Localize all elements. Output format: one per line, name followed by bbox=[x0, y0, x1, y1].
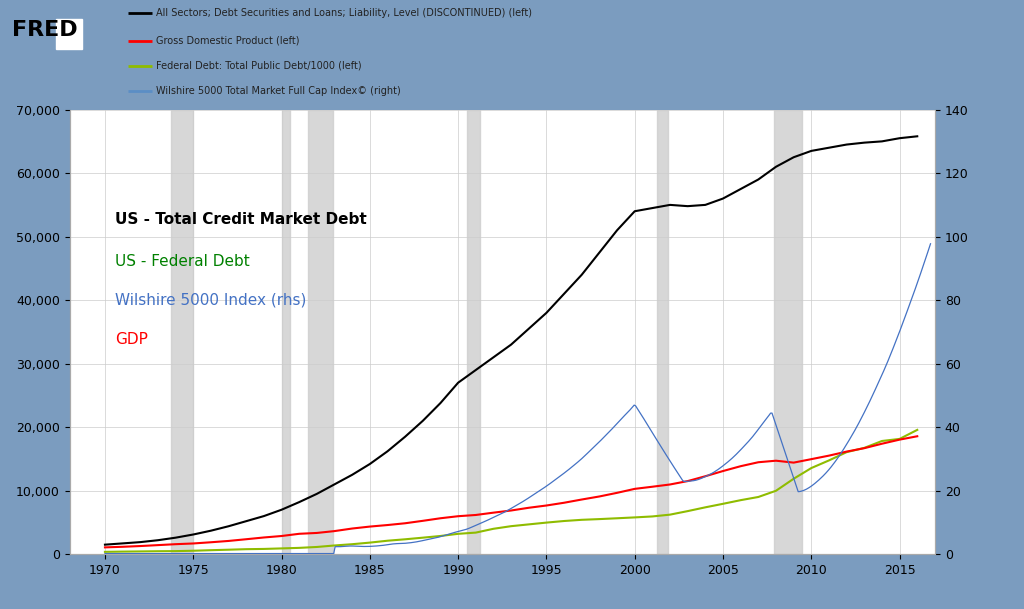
Text: Gross Domestic Product (left): Gross Domestic Product (left) bbox=[156, 35, 299, 46]
Bar bbox=[774, 110, 803, 554]
Text: US - Total Credit Market Debt: US - Total Credit Market Debt bbox=[116, 212, 368, 227]
Text: GDP: GDP bbox=[116, 333, 148, 347]
Text: Federal Debt: Total Public Debt/1000 (left): Federal Debt: Total Public Debt/1000 (le… bbox=[156, 61, 361, 71]
Bar bbox=[467, 110, 480, 554]
Bar bbox=[308, 110, 333, 554]
Text: FRED: FRED bbox=[12, 19, 78, 40]
Bar bbox=[56, 19, 82, 49]
Bar bbox=[171, 110, 194, 554]
Text: Wilshire 5000 Total Market Full Cap Index© (right): Wilshire 5000 Total Market Full Cap Inde… bbox=[156, 86, 400, 96]
Text: Wilshire 5000 Index (rhs): Wilshire 5000 Index (rhs) bbox=[116, 292, 307, 307]
Bar bbox=[656, 110, 669, 554]
Bar bbox=[282, 110, 291, 554]
Text: US - Federal Debt: US - Federal Debt bbox=[116, 254, 250, 269]
Text: All Sectors; Debt Securities and Loans; Liability, Level (DISCONTINUED) (left): All Sectors; Debt Securities and Loans; … bbox=[156, 8, 531, 18]
